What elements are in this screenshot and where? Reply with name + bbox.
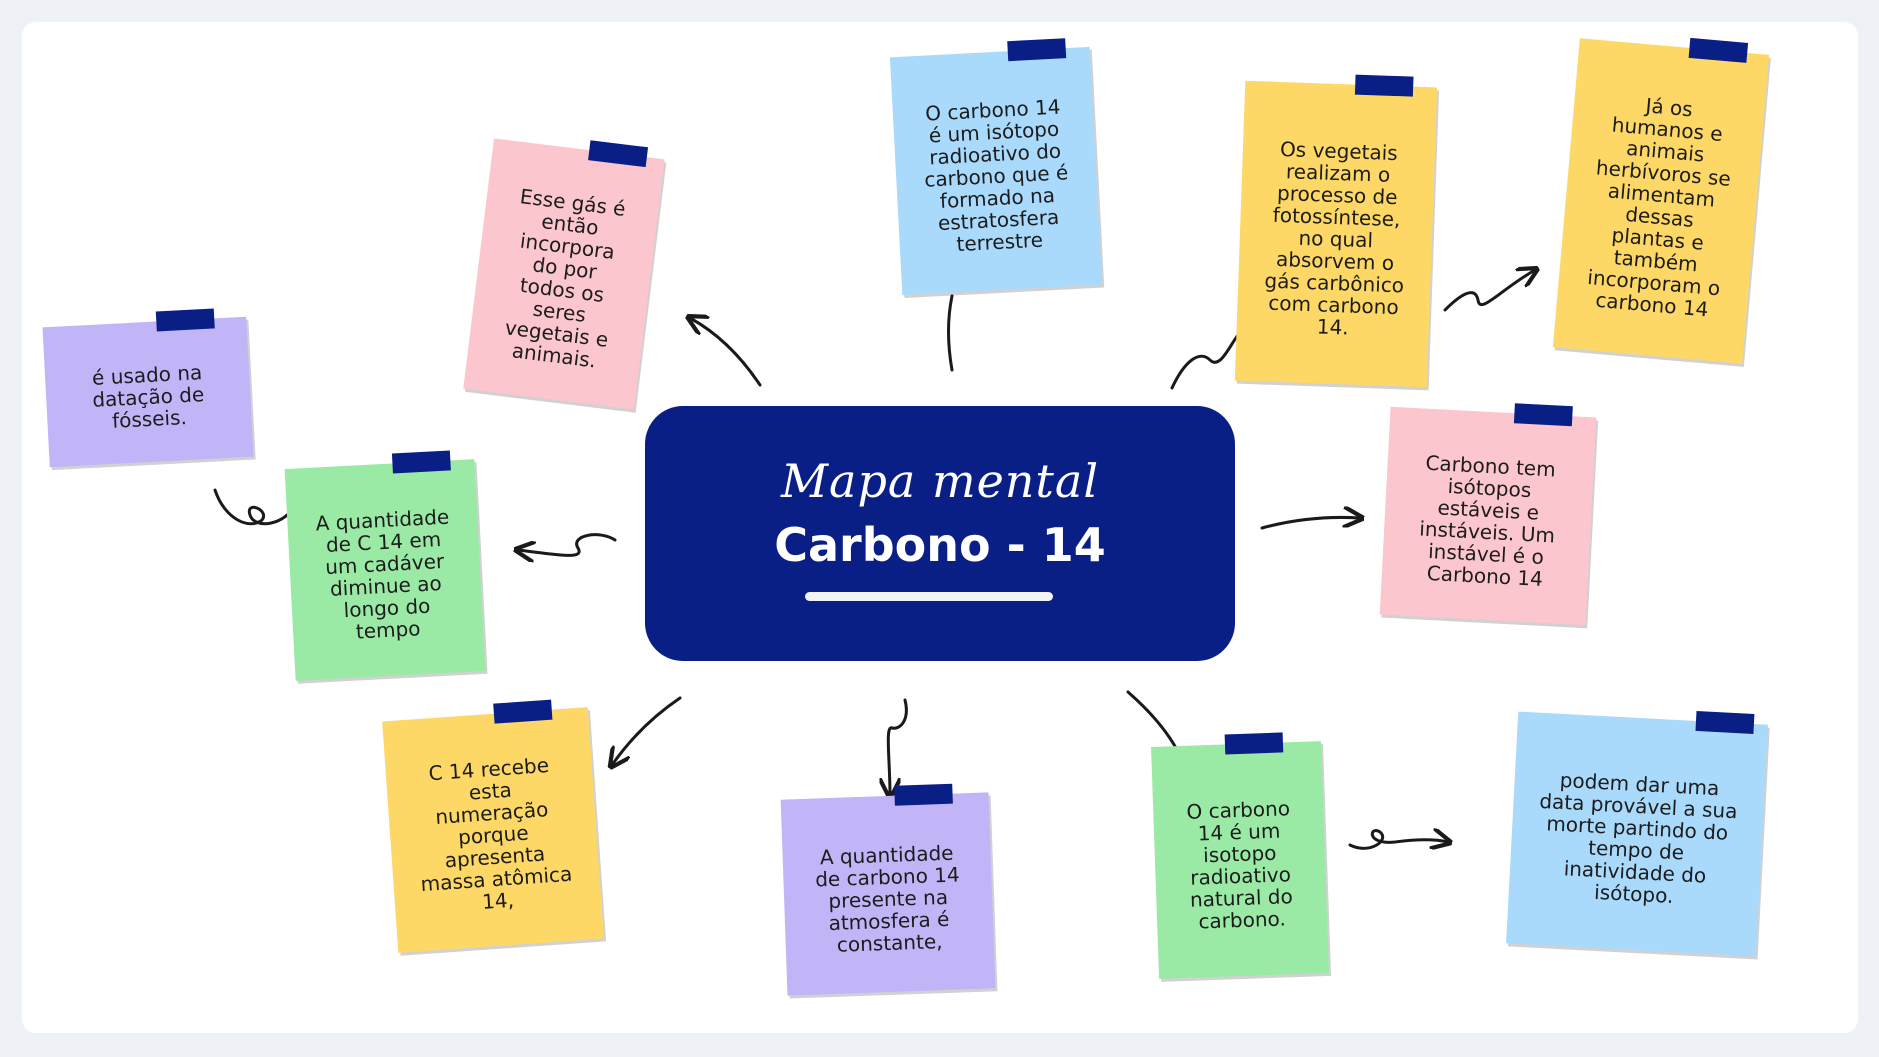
note-text: C 14 recebe esta numeração porque aprese… (419, 752, 573, 914)
note-numeracao: C 14 recebe esta numeração porque aprese… (382, 699, 604, 953)
note-text: A quantidade de carbono 14 presente na a… (814, 840, 961, 957)
note-data-provavel: podem dar uma data provável a sua morte … (1506, 710, 1768, 957)
note-isotopos-estaveis: Carbono tem isótopos estáveis e instávei… (1379, 403, 1597, 626)
note-text: O carbono 14 é um isotopo radioativo nat… (1186, 796, 1294, 934)
note-text: Já os humanos e animais herbívoros se al… (1586, 93, 1732, 322)
tape (894, 783, 953, 806)
note-text: A quantidade de C 14 em um cadáver dimin… (314, 504, 450, 644)
central-topic-bubble: Mapa mental Carbono - 14 (645, 406, 1235, 661)
note-text: Carbono tem isótopos estáveis e instávei… (1418, 450, 1557, 591)
note-radioativo-natural: O carbono 14 é um isotopo radioativo nat… (1151, 732, 1329, 979)
central-subtitle: Mapa mental (780, 454, 1100, 508)
note-quantidade-cadaver: A quantidade de C 14 em um cadáver dimin… (284, 450, 486, 681)
note-text: Esse gás é então incorpora do por todos … (503, 184, 627, 373)
tape (391, 450, 451, 474)
tape (493, 699, 553, 724)
tape (1695, 710, 1755, 734)
note-text: é usado na datação de fósseis. (91, 360, 205, 433)
note-gas-incorporado: Esse gás é então incorpora do por todos … (463, 138, 665, 410)
note-isotopo-radioativo: O carbono 14 é um isótopo radioativo do … (889, 38, 1103, 296)
tape (155, 308, 215, 332)
tape (1513, 403, 1573, 427)
note-fotossintese: Os vegetais realizam o processo de fotos… (1234, 74, 1438, 388)
tape (1224, 732, 1284, 755)
central-title: Carbono - 14 (774, 518, 1106, 572)
note-text: O carbono 14 é um isótopo radioativo do … (923, 94, 1069, 257)
tape (1007, 38, 1067, 62)
tape (1688, 37, 1749, 63)
note-datacao-fosseis: é usado na datação de fósseis. (42, 308, 254, 468)
tape (1354, 74, 1414, 97)
note-humanos-animais: Já os humanos e animais herbívoros se al… (1552, 37, 1770, 364)
title-underline (805, 592, 1053, 601)
note-text: podem dar uma data provável a sua morte … (1538, 767, 1739, 908)
note-text: Os vegetais realizam o processo de fotos… (1264, 137, 1405, 340)
note-atmosfera-constante: A quantidade de carbono 14 presente na a… (780, 783, 996, 996)
